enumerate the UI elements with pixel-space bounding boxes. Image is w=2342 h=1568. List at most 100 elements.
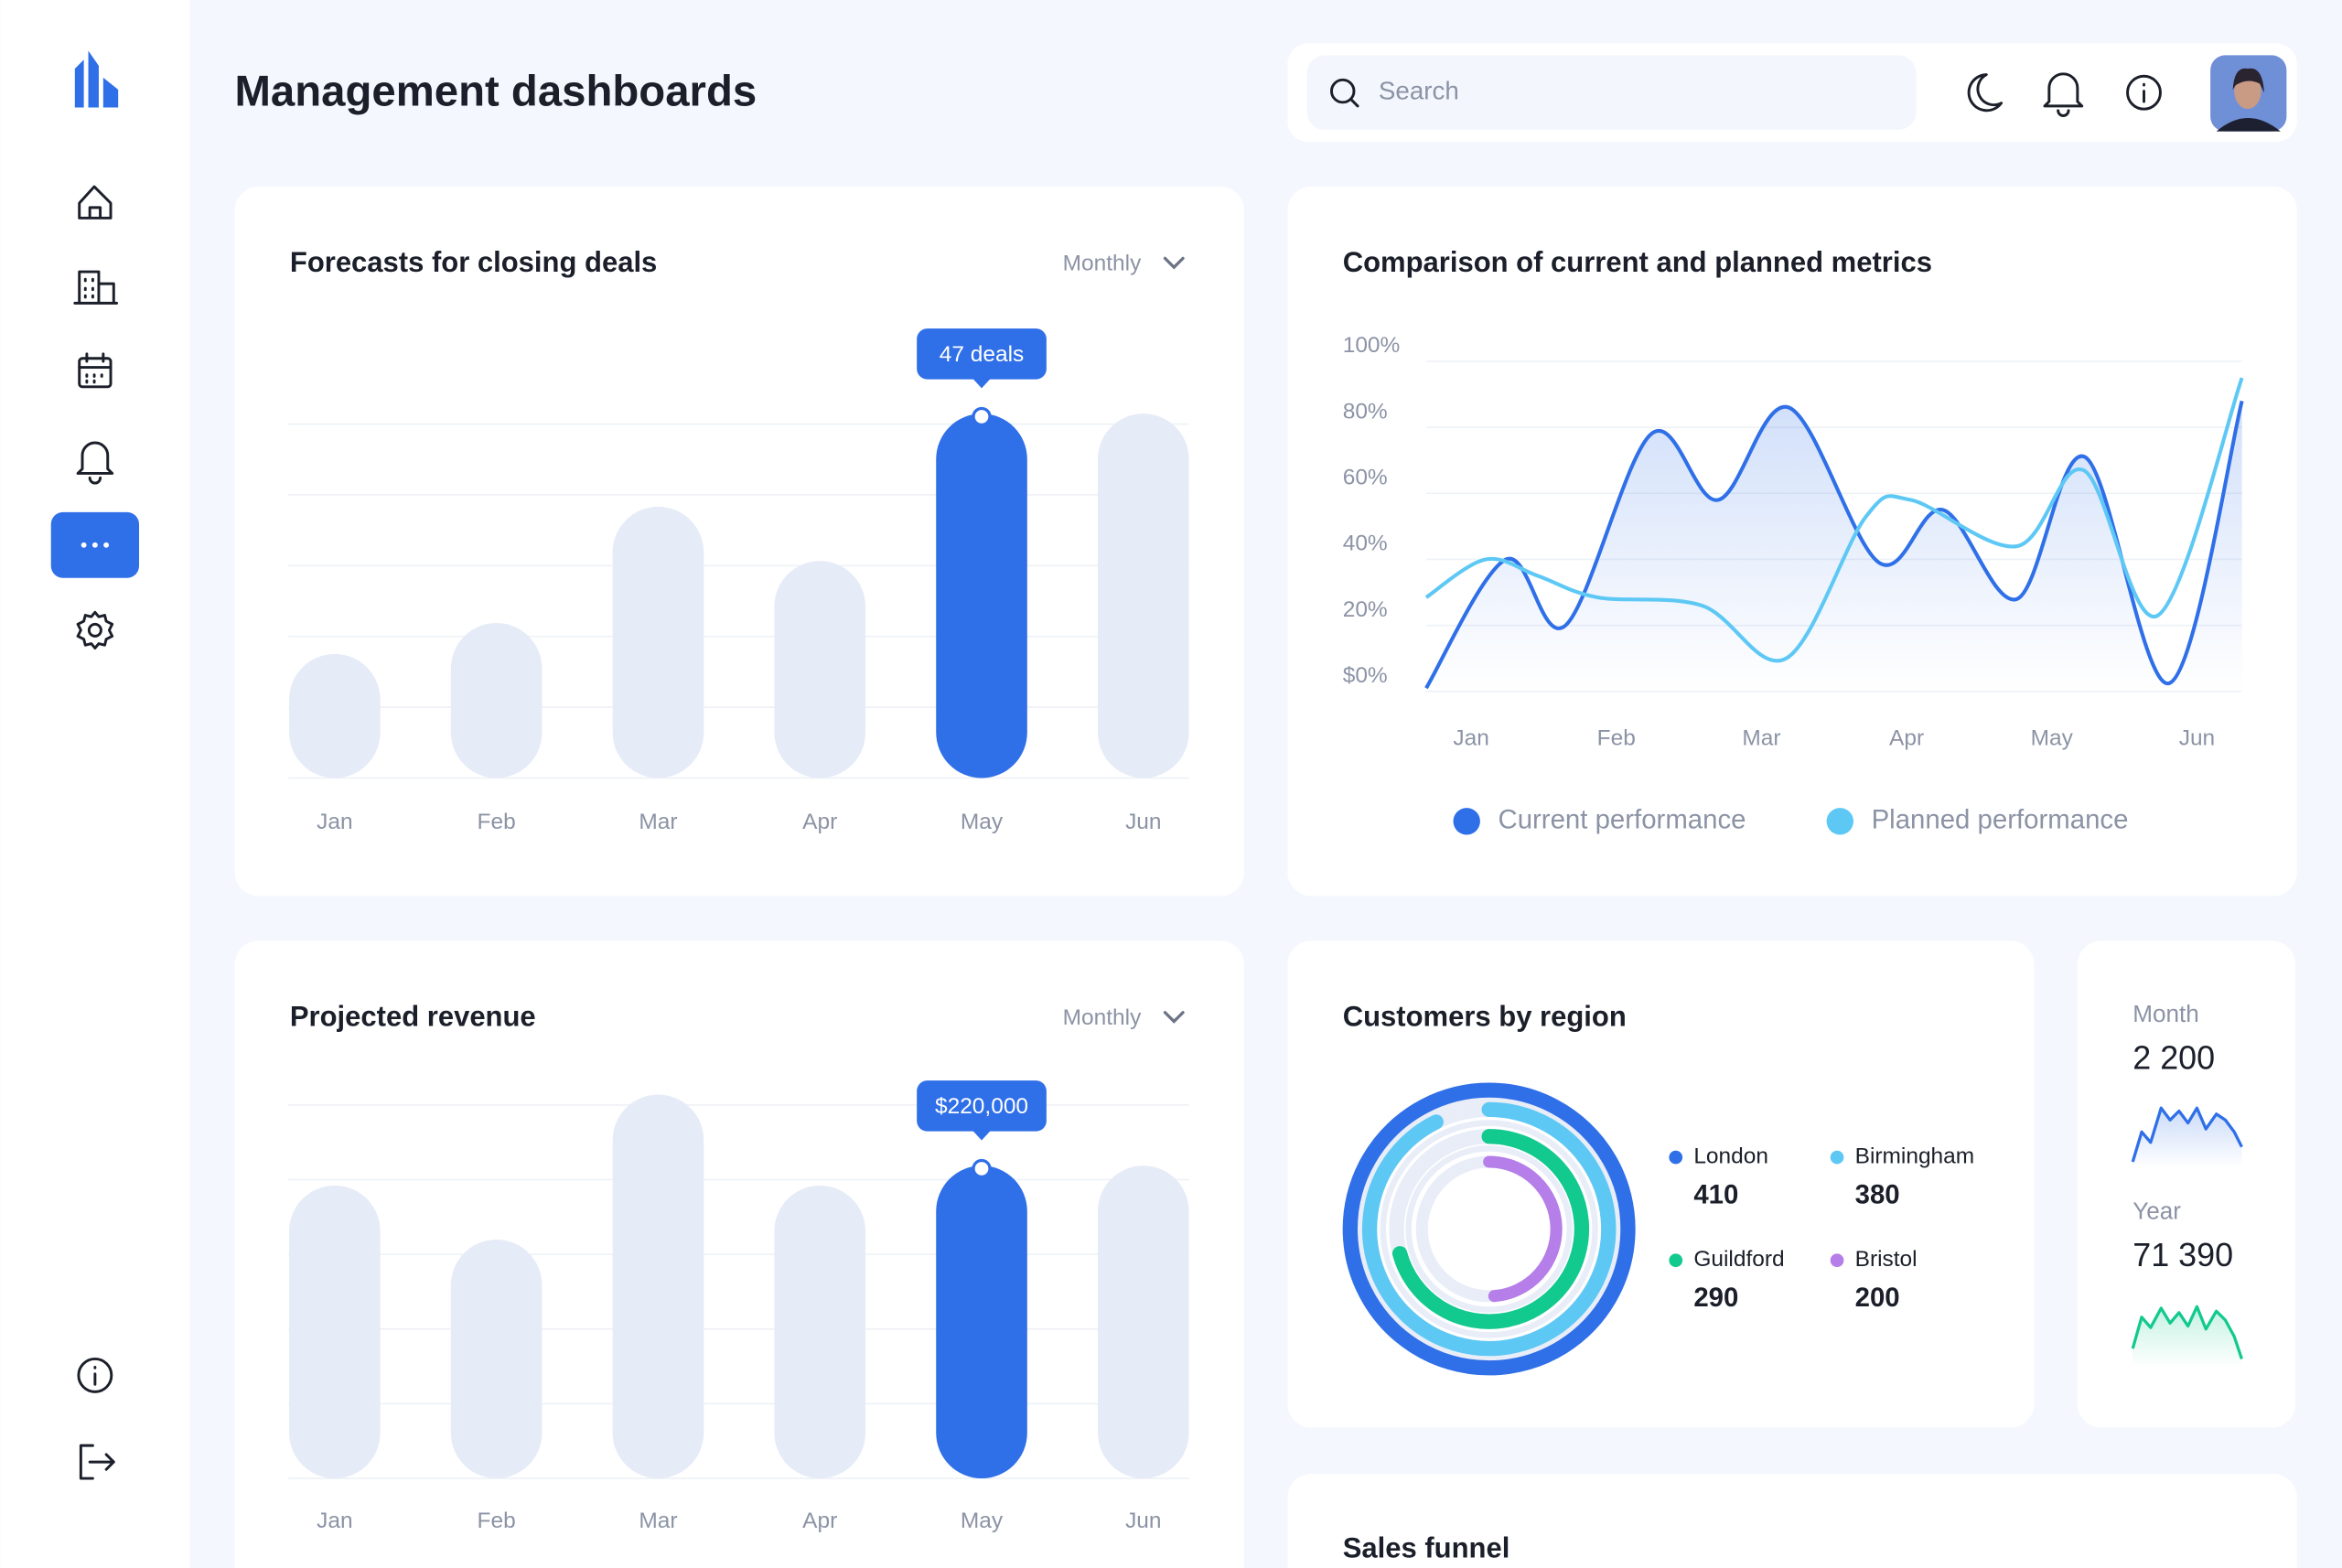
- legend-label: Bristol: [1855, 1247, 1918, 1272]
- stat-label: Year: [2133, 1197, 2181, 1224]
- avatar[interactable]: [2210, 55, 2287, 132]
- legend-label: Current performance: [1498, 805, 1746, 835]
- page-title: Management dashboards: [234, 67, 757, 115]
- line: [1424, 377, 2244, 663]
- bar: [289, 1185, 381, 1479]
- header-info[interactable]: [2126, 74, 2162, 111]
- nav-settings[interactable]: [76, 610, 114, 650]
- x-tick-label: Feb: [478, 810, 516, 834]
- bar: [612, 506, 704, 779]
- data-label: 47 deals: [940, 342, 1025, 367]
- stat-label: Month: [2133, 1000, 2199, 1027]
- bar-handle: [972, 406, 992, 427]
- bar: [1098, 413, 1189, 779]
- bar: [774, 1185, 866, 1479]
- bar: [936, 413, 1027, 779]
- x-tick-label: May: [961, 810, 1004, 834]
- search-icon: [1330, 78, 1359, 108]
- card-title: Projected revenue: [290, 1000, 536, 1032]
- legend-label: Planned performance: [1872, 805, 2129, 835]
- card-stats: [2077, 940, 2296, 1428]
- x-tick-label: Feb: [1597, 725, 1636, 750]
- legend-value: 200: [1855, 1283, 1900, 1313]
- x-tick-label: May: [2031, 725, 2074, 750]
- ring-arc: [1483, 1155, 1563, 1303]
- chevron: [1163, 1011, 1185, 1024]
- bar: [936, 1165, 1027, 1479]
- legend-label: Birmingham: [1855, 1144, 1975, 1169]
- card-title: Comparison of current and planned metric…: [1343, 246, 1932, 278]
- x-tick-label: Jun: [2179, 725, 2215, 750]
- nav-logout[interactable]: [79, 1444, 115, 1480]
- y-tick-label: 40%: [1343, 532, 1388, 556]
- y-tick-label: $0%: [1343, 663, 1388, 688]
- x-tick-label: Mar: [1742, 725, 1780, 750]
- logo: [74, 50, 119, 108]
- x-tick-label: Apr: [802, 1509, 837, 1533]
- x-tick-label: Mar: [639, 1509, 677, 1533]
- y-tick-label: 60%: [1343, 465, 1388, 489]
- legend-value: 380: [1855, 1179, 1900, 1209]
- tooltip: [917, 1080, 1047, 1132]
- sparkline-area: [2133, 1108, 2242, 1168]
- ring-track: [1405, 1145, 1574, 1313]
- nav-notifications[interactable]: [76, 441, 114, 485]
- legend-value: 410: [1693, 1179, 1738, 1209]
- x-tick-label: Jan: [317, 1509, 352, 1533]
- x-tick-label: Feb: [478, 1509, 516, 1533]
- legend-label: London: [1693, 1144, 1768, 1169]
- ring-track: [1380, 1120, 1598, 1338]
- tooltip-pointer: [972, 1130, 991, 1141]
- sparkline: [2131, 1305, 2243, 1359]
- x-tick-label: May: [961, 1509, 1004, 1533]
- card-title: Sales funnel: [1343, 1532, 1510, 1564]
- bar: [1098, 1165, 1189, 1479]
- nav-buildings[interactable]: [73, 270, 119, 305]
- ring-arc: [1342, 1082, 1636, 1376]
- x-tick-label: Jun: [1125, 810, 1161, 834]
- x-tick-label: Jan: [1453, 725, 1488, 750]
- x-tick-label: Jan: [317, 810, 352, 834]
- y-tick-label: 80%: [1343, 399, 1388, 424]
- ring-arc: [1391, 1129, 1590, 1329]
- card-title: Forecasts for closing deals: [290, 246, 657, 278]
- period-select[interactable]: Monthly: [1063, 1005, 1142, 1030]
- bar: [774, 561, 866, 779]
- legend-swatch: [1669, 1150, 1683, 1165]
- y-tick-label: 20%: [1343, 597, 1388, 622]
- legend-swatch: [1826, 808, 1853, 835]
- legend-swatch: [1830, 1253, 1844, 1268]
- stat-value: 71 390: [2133, 1236, 2233, 1273]
- tooltip: [917, 328, 1047, 380]
- nav-home[interactable]: [78, 185, 113, 220]
- ring-track: [1356, 1096, 1622, 1362]
- theme-toggle[interactable]: [1967, 73, 2004, 113]
- charts: Forecasts for closing deals Monthly Jan Feb…: [288, 246, 2244, 1533]
- line: [1424, 400, 2244, 690]
- legend-swatch: [1669, 1253, 1683, 1268]
- bar-handle: [972, 1158, 992, 1179]
- sparkline-area: [2133, 1306, 2242, 1369]
- ring-arc: [1361, 1101, 1617, 1357]
- bar: [450, 622, 543, 779]
- x-tick-label: Jun: [1125, 1509, 1161, 1533]
- period-select[interactable]: Monthly: [1063, 251, 1142, 275]
- tooltip-pointer: [972, 378, 991, 389]
- sparkline: [2131, 1106, 2243, 1163]
- nav-calendar[interactable]: [78, 352, 113, 389]
- card-forecasts: [234, 187, 1244, 897]
- x-tick-label: Apr: [1889, 725, 1924, 750]
- legend-swatch: [1453, 808, 1480, 835]
- x-tick-label: Apr: [802, 810, 837, 834]
- legend-label: Guildford: [1693, 1247, 1784, 1272]
- search-box[interactable]: [1306, 55, 1917, 131]
- bar: [450, 1240, 543, 1479]
- bar: [289, 653, 381, 779]
- stat-value: 2 200: [2133, 1038, 2215, 1076]
- chevron: [1163, 256, 1185, 270]
- sidebar: [0, 0, 190, 1568]
- header-notifications[interactable]: [2043, 72, 2084, 117]
- legend-swatch: [1830, 1150, 1844, 1165]
- nav-info[interactable]: [77, 1357, 113, 1393]
